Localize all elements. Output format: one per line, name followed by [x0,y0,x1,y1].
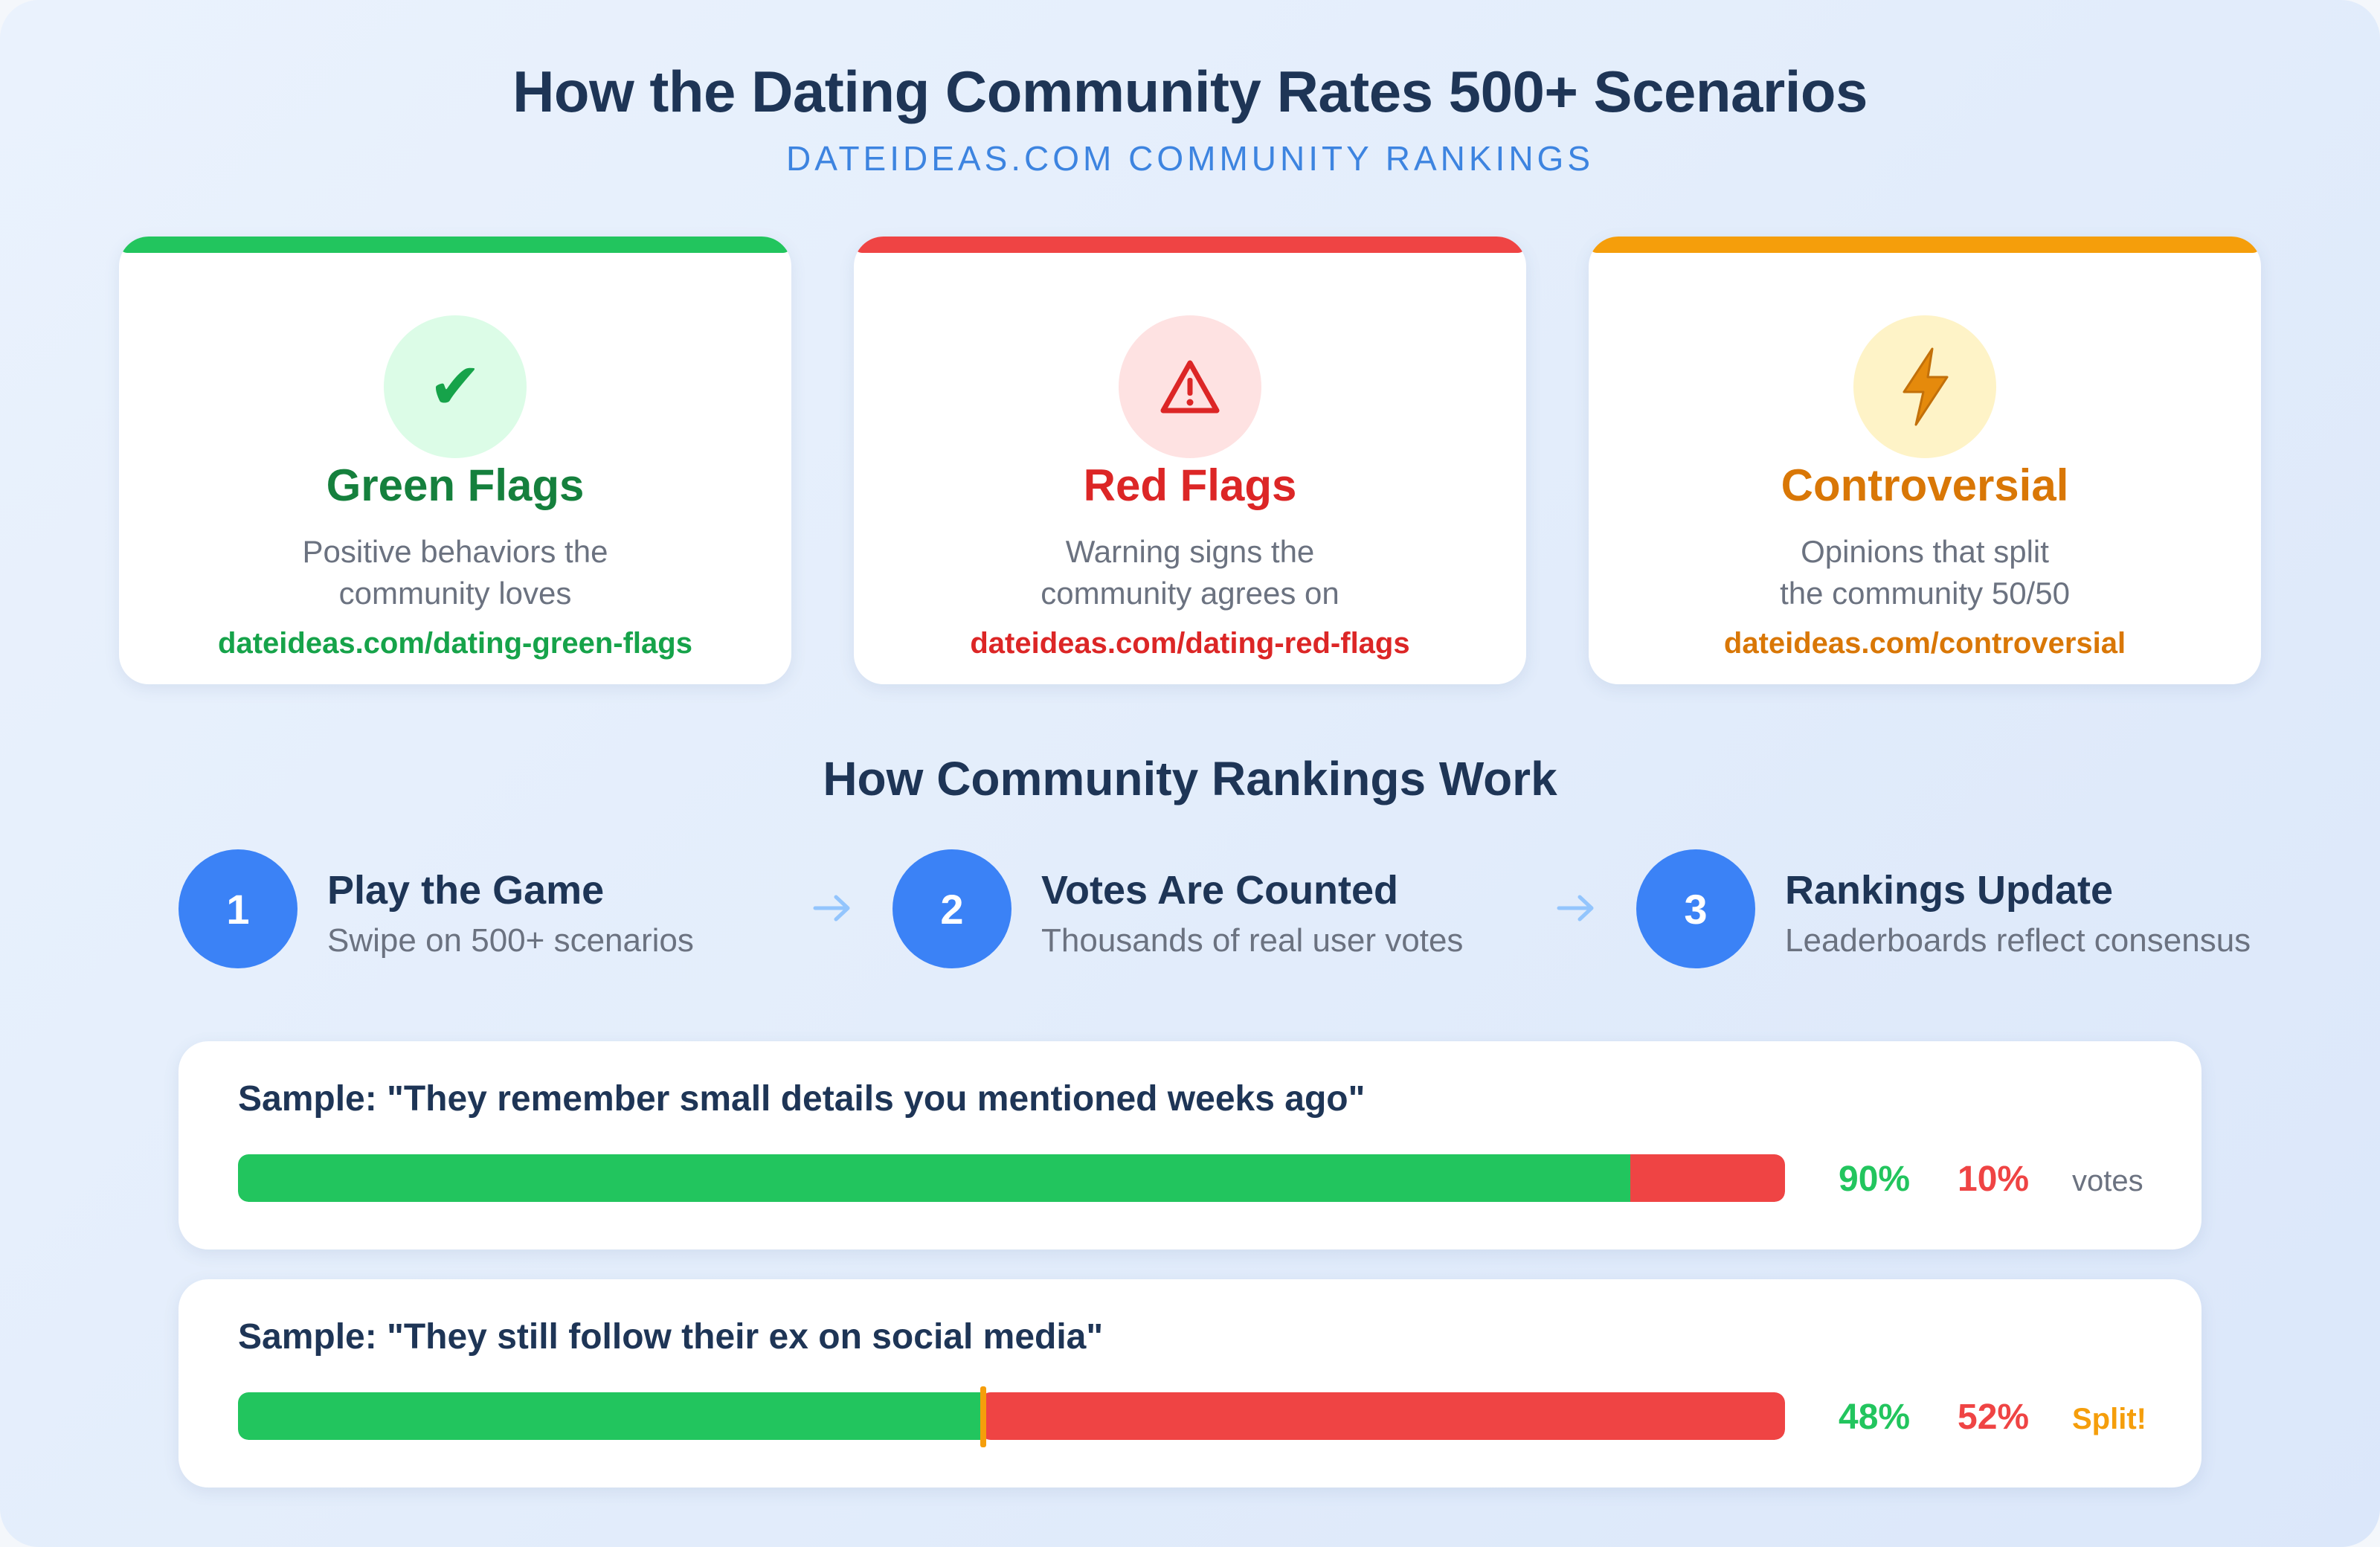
red-vote-segment [1630,1154,1785,1202]
step-title: Play the Game [327,868,605,913]
green-flags-link[interactable]: dateideas.com/dating-green-flags [218,627,692,660]
arrow-right-icon [1557,895,1594,922]
green-vote-segment [238,1154,1630,1202]
red-icon-circle [1119,315,1261,458]
orange-accent-bar [1589,237,2261,253]
red-flags-description-line: community agrees on [1041,576,1339,611]
green-flags-description: Positive behaviors the community loves [208,531,702,614]
sample-scenario-text: Sample: "They still follow their ex on s… [238,1317,1104,1357]
orange-icon-circle [1853,315,1996,458]
how-it-works-title: How Community Rankings Work [823,752,1557,805]
green-vote-segment [238,1392,981,1440]
green-vote-percent: 90% [1839,1160,1911,1199]
red-vote-segment [980,1392,1785,1440]
red-accent-bar [854,237,1526,253]
vote-bar [238,1154,1785,1202]
step-description: Leaderboards reflect consensus [1785,922,2251,959]
page-subtitle: DATEIDEAS.COM COMMUNITY RANKINGS [785,139,1595,178]
controversial-link[interactable]: dateideas.com/controversial [1723,627,2126,660]
green-vote-percent: 48% [1839,1398,1911,1437]
checkmark-icon: ✔ [428,350,483,424]
green-icon-circle: ✔ [384,315,527,458]
controversial-description-line: Opinions that split [1801,534,2049,569]
step-number-badge: 1 [178,849,298,968]
red-flags-link[interactable]: dateideas.com/dating-red-flags [970,627,1410,660]
controversial-description: Opinions that split the community 50/50 [1678,531,2172,614]
step-description: Thousands of real user votes [1041,922,1464,959]
green-flags-title: Green Flags [326,460,585,510]
red-flags-description-line: Warning signs the [1065,534,1315,569]
green-flags-description-line: Positive behaviors the [302,534,608,569]
green-flags-description-line: community loves [338,576,572,611]
split-marker [980,1386,986,1447]
step-title: Votes Are Counted [1041,868,1399,913]
red-vote-percent: 52% [1958,1398,2030,1437]
red-flags-description: Warning signs the community agrees on [943,531,1437,614]
step-description: Swipe on 500+ scenarios [327,922,694,959]
warning-triangle-icon [1160,360,1220,414]
red-flags-title: Red Flags [1083,460,1297,510]
controversial-description-line: the community 50/50 [1780,576,2070,611]
green-flags-card[interactable]: ✔ Green Flags Positive behaviors the com… [119,237,791,684]
controversial-title: Controversial [1781,460,2069,510]
step-title: Rankings Update [1785,868,2114,913]
page-title: How the Dating Community Rates 500+ Scen… [512,59,1868,124]
controversial-card[interactable]: Controversial Opinions that split the co… [1589,237,2261,684]
votes-label: votes [2072,1165,2143,1197]
red-vote-percent: 10% [1958,1160,2030,1199]
arrow-right-icon [813,895,850,922]
vote-bar [238,1392,1785,1440]
green-accent-bar [119,237,791,253]
step-number-badge: 2 [892,849,1012,968]
sample-vote-card: Sample: "They remember small details you… [178,1041,2202,1250]
sample-vote-card: Sample: "They still follow their ex on s… [178,1279,2202,1488]
lightning-bolt-icon [1903,347,1949,426]
step-number-badge: 3 [1636,849,1755,968]
sample-scenario-text: Sample: "They remember small details you… [238,1079,1366,1119]
split-label: Split! [2072,1403,2146,1435]
red-flags-card[interactable]: Red Flags Warning signs the community ag… [854,237,1526,684]
